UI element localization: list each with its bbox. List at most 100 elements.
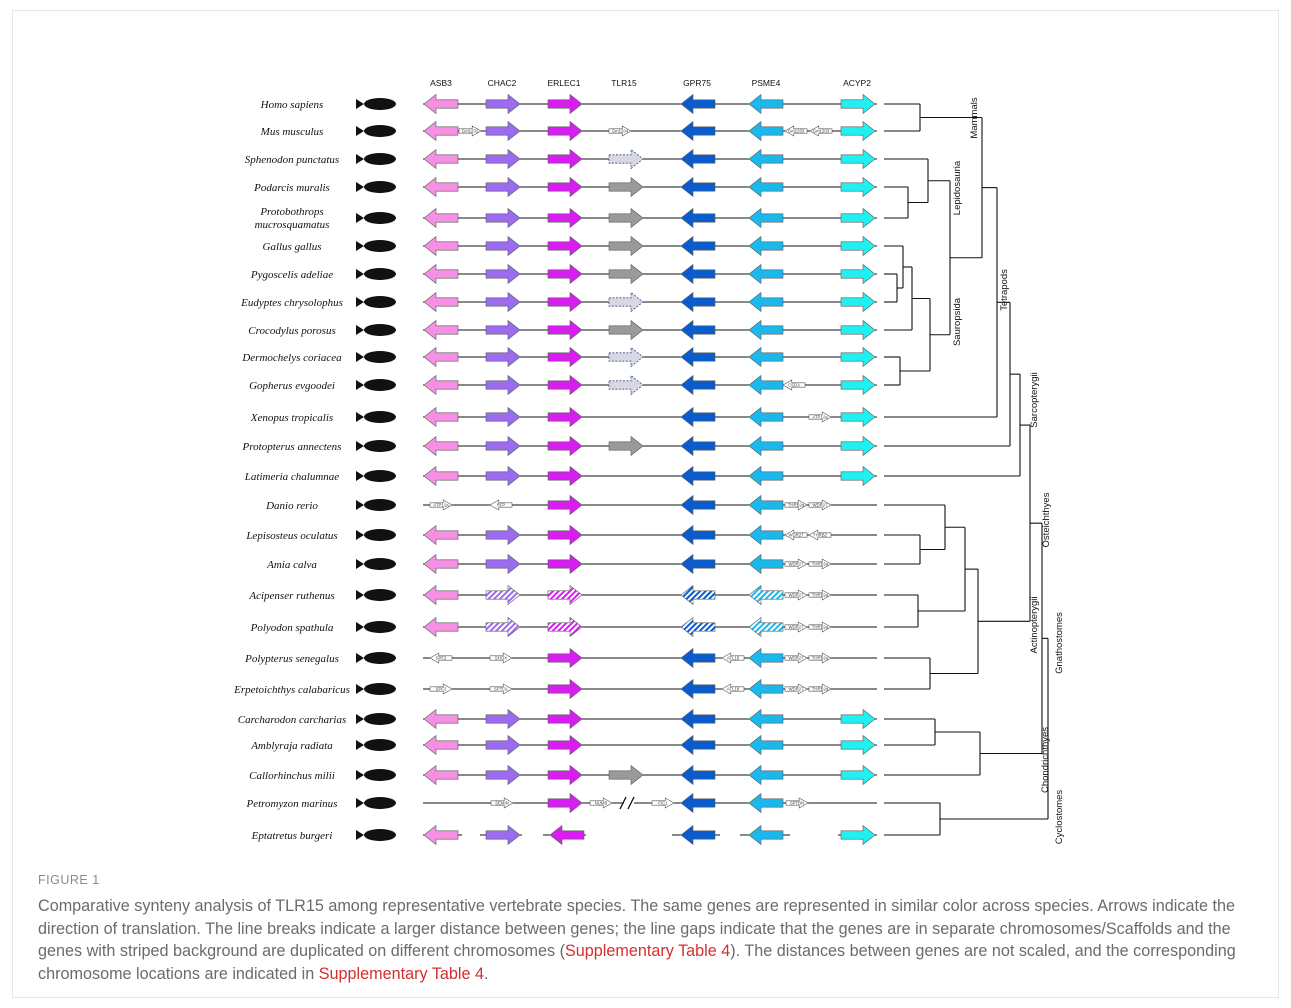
erlec1-gene-arrow (547, 553, 583, 575)
species-row: Mus musculus Gm1202 Gm1204 Gm1263 Gm1203 (260, 120, 877, 142)
small-gene-label: WDR27 (788, 533, 804, 538)
tlr15-gene-arrow (608, 176, 644, 198)
asb3-gene-arrow (423, 708, 459, 730)
caption-text: ). The distances between genes are not s… (38, 942, 1236, 983)
asb3-gene-arrow (423, 374, 459, 396)
species-name: Pygoscelis adeliae (250, 269, 333, 281)
snake-silhouette-icon-tail (356, 213, 364, 223)
tortoise-silhouette-icon (356, 379, 396, 391)
erlec1-gene-arrow (547, 406, 583, 428)
penguin-silhouette-icon-tail (356, 269, 364, 279)
caption-reference-link[interactable]: Supplementary Table 4 (318, 964, 485, 983)
frog-silhouette-icon-body (364, 411, 396, 423)
psme4-gene-arrow (748, 346, 784, 368)
paddlefish-silhouette-icon-tail (356, 622, 364, 632)
gene-header-acyp2: ACYP2 (843, 78, 871, 88)
caption-reference-link[interactable]: Supplementary Table 4 (565, 942, 731, 960)
asb3-gene-arrow (423, 93, 459, 115)
acyp2-gene-arrow (840, 319, 876, 341)
shark-silhouette-icon-tail (356, 714, 364, 724)
human-silhouette-icon (356, 98, 396, 110)
asb3-gene-arrow (423, 120, 459, 142)
species-row: Polyodon spathula WDR27 THRB2a (250, 616, 877, 638)
ropefish-silhouette-icon (356, 683, 396, 695)
shark-silhouette-icon-body (364, 713, 396, 725)
psme4-gene-arrow (748, 678, 784, 700)
gpr75-gene-arrow (680, 235, 716, 257)
species-name: Callorhinchus milii (249, 770, 335, 782)
small-gene-arrow (808, 652, 832, 664)
species-row: Eptatretus burgeri (251, 824, 877, 846)
psme4-gene-arrow (748, 584, 784, 606)
small-gene-label: THRB2 (813, 533, 828, 538)
mouse-silhouette-icon-tail (356, 126, 364, 136)
tuatara-silhouette-icon-body (364, 153, 396, 165)
chac2-gene-arrow (485, 708, 521, 730)
species-row: Dermochelys coriacea (241, 346, 877, 368)
species-row: Polypterus senegalus SPF2 SHOX ATL18 WDR27 TH… (244, 647, 877, 669)
gpr75-gene-arrow (680, 319, 716, 341)
gpr75-gene-arrow (680, 734, 716, 756)
gene-header-row: ASB3 CHAC2 ERLEC1 TLR15 GPR75 PSME4 ACYP2 (430, 78, 871, 88)
acyp2-gene-arrow (840, 734, 876, 756)
small-gene-arrow (490, 797, 514, 809)
bichir-silhouette-icon (356, 652, 396, 664)
chac2-gene-arrow (485, 616, 521, 638)
human-silhouette-icon-body (364, 98, 396, 110)
asb3-gene-arrow (423, 616, 459, 638)
small-gene-arrow (721, 683, 745, 695)
lizard-silhouette-icon-body (364, 181, 396, 193)
ropefish-silhouette-icon-body (364, 683, 396, 695)
species-name: Mus musculus (260, 126, 324, 138)
small-gene-label: SEMIN (495, 801, 509, 806)
small-gene-label: SPF2 (436, 687, 447, 692)
clade-label-chondrichthyes: Chondrichthyes (1040, 727, 1051, 793)
erlec1-gene-arrow (547, 319, 583, 341)
small-gene-arrow (489, 652, 513, 664)
small-gene-label: WDR27 (788, 625, 804, 630)
tortoise-silhouette-icon-body (364, 379, 396, 391)
chac2-gene-arrow (485, 406, 521, 428)
small-gene-arrow (784, 621, 808, 633)
erlec1-gene-arrow (547, 647, 583, 669)
line-break-mark (627, 796, 635, 810)
sturgeon-silhouette-icon-body (364, 589, 396, 601)
chac2-gene-arrow (485, 319, 521, 341)
erlec1-gene-arrow (547, 524, 583, 546)
species-row: Lepisosteus oculatus WDR27 THRB2 (245, 524, 877, 546)
small-gene-label: FIC1 (658, 801, 668, 806)
psme4-gene-arrow (748, 319, 784, 341)
synteny-diagram: ASB3 CHAC2 ERLEC1 TLR15 GPR75 PSME4 ACYP2 Homo… (233, 78, 1065, 846)
chac2-gene-arrow (485, 120, 521, 142)
snake-silhouette-icon (356, 212, 396, 224)
acyp2-gene-arrow (840, 207, 876, 229)
psme4-gene-arrow (748, 708, 784, 730)
bowfin-silhouette-icon-tail (356, 559, 364, 569)
acyp2-gene-arrow (840, 465, 876, 487)
tlr15-gene-arrow (608, 263, 644, 285)
small-gene-label: Gm1203 (813, 129, 830, 134)
species-row: Xenopus tropicalis ATP12a (250, 406, 877, 428)
clade-label-sarcopterygii: Sarcopterygii (1029, 372, 1040, 427)
sea-turtle-silhouette-icon-tail (356, 352, 364, 362)
small-gene-arrow (784, 683, 808, 695)
acyp2-gene-arrow (840, 176, 876, 198)
small-gene-arrow (808, 558, 832, 570)
chac2-gene-arrow (485, 374, 521, 396)
tlr15-gene-arrow (608, 207, 644, 229)
gpr75-gene-arrow (680, 764, 716, 786)
small-gene-arrow (784, 499, 808, 511)
gpr75-gene-arrow (680, 524, 716, 546)
chac2-gene-arrow (485, 824, 521, 846)
gpr75-gene-arrow (680, 824, 716, 846)
gpr75-gene-arrow (680, 465, 716, 487)
small-gene-label: Gm1204 (612, 129, 629, 134)
paddlefish-silhouette-icon (356, 621, 396, 633)
small-gene-label: SPF2 (436, 656, 447, 661)
erlec1-gene-arrow (547, 207, 583, 229)
gpr75-gene-arrow (680, 616, 716, 638)
skate-silhouette-icon-tail (356, 740, 364, 750)
erlec1-gene-arrow (547, 465, 583, 487)
gene-header-chac2: CHAC2 (488, 78, 517, 88)
tlr15-gene-arrow (608, 319, 644, 341)
